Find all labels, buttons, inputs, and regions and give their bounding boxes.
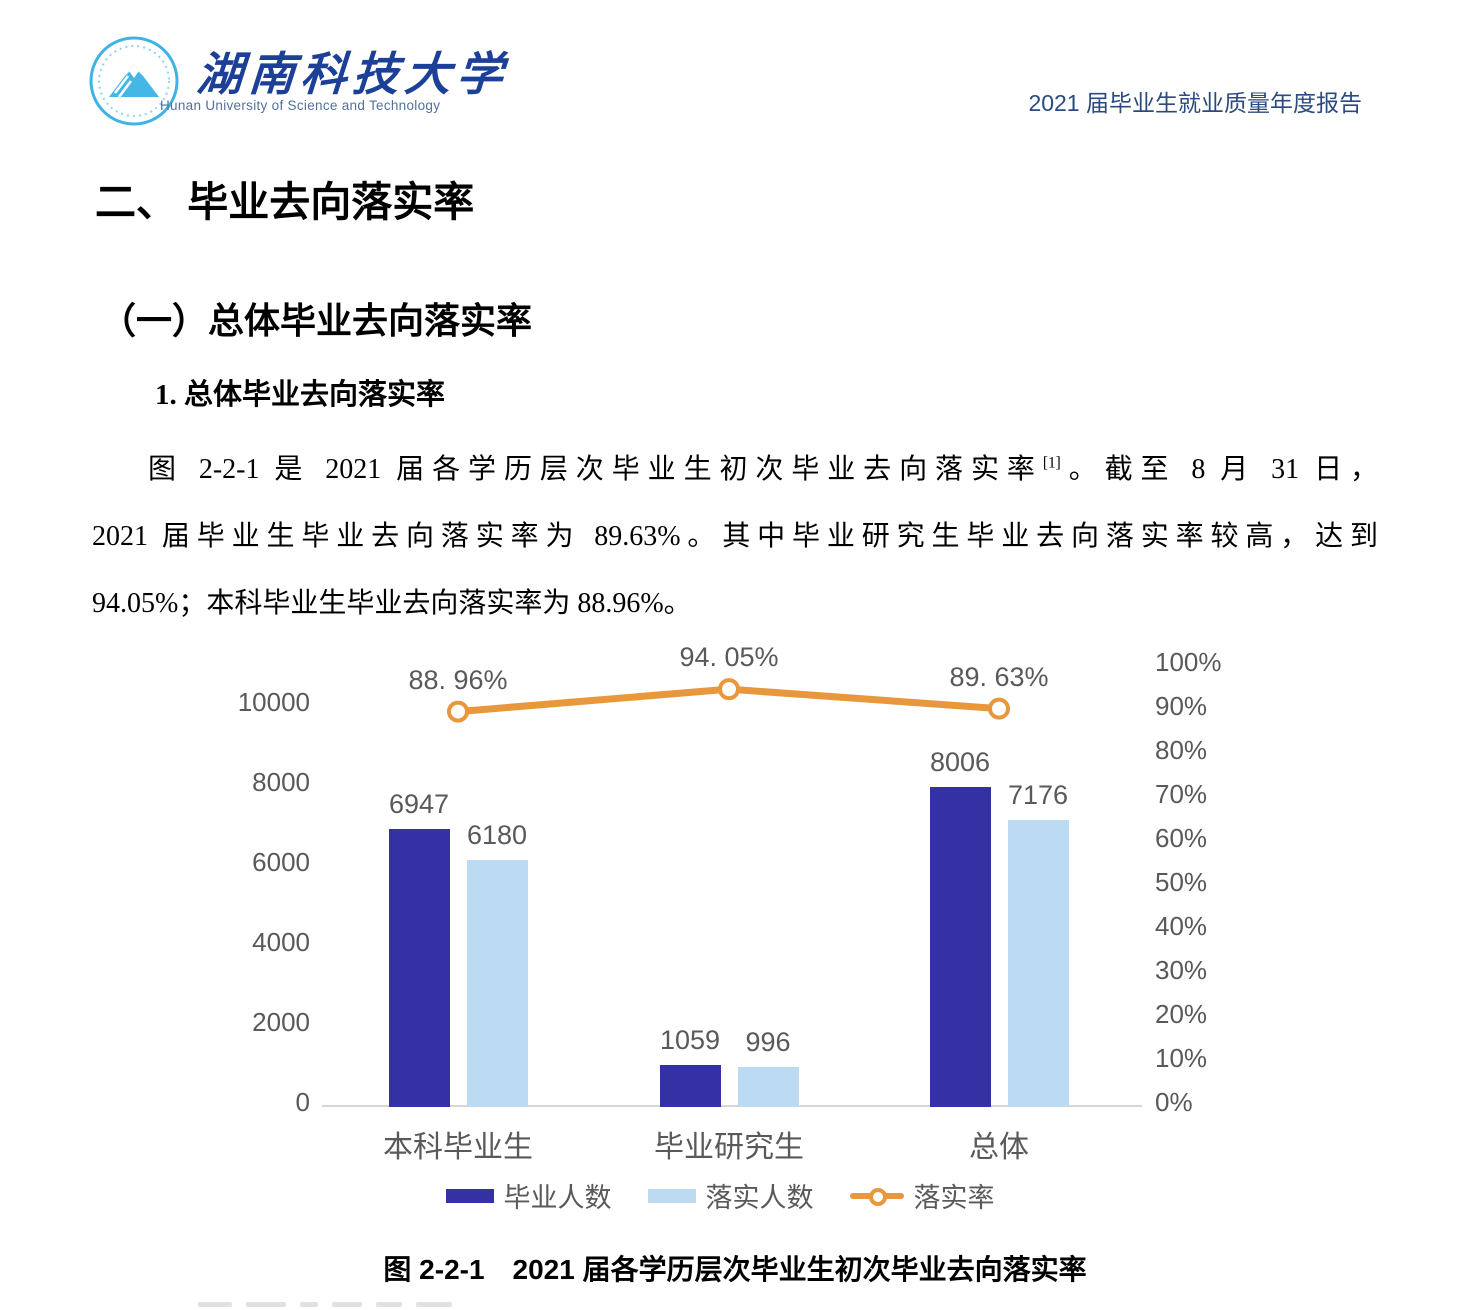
legend-swatch-icon: [445, 1188, 494, 1203]
paragraph-line: 2021 届毕业生毕业去向落实率为 89.63%。其中毕业研究生毕业去向落实率较…: [92, 521, 1378, 552]
bar-value-label: 996: [745, 1027, 791, 1058]
body-paragraph: 图 2-2-1 是 2021 届各学历层次毕业生初次毕业去向落实率[1]。截至 …: [92, 436, 1378, 637]
right-axis-tick: 80%: [1155, 735, 1208, 765]
legend-line-icon: [849, 1187, 904, 1206]
left-axis-tick: 8000: [252, 767, 310, 797]
paragraph-line: 图 2-2-1 是 2021 届各学历层次毕业生初次毕业去向落实率[1]。截至 …: [148, 454, 1378, 485]
rate-point-label: 94. 05%: [679, 642, 779, 673]
category-label: 本科毕业生: [383, 1131, 533, 1164]
footnote-cutoff: [198, 1302, 528, 1310]
legend-label: 毕业人数: [503, 1183, 612, 1213]
university-name-en: Hunan University of Science and Technolo…: [160, 98, 441, 113]
left-axis-tick: 0: [295, 1087, 310, 1117]
legend-swatch-icon: [647, 1188, 696, 1203]
legend-item: 落实人数: [647, 1176, 814, 1215]
university-emblem-icon: [89, 36, 179, 126]
bar-value-label: 6947: [388, 789, 450, 820]
subsection-heading: （一）总体毕业去向落实率: [100, 301, 533, 341]
university-name-cn: 湖南科技大学: [194, 47, 511, 101]
bar: [466, 859, 528, 1107]
right-axis-tick: 70%: [1155, 779, 1208, 809]
category-label: 总体: [969, 1131, 1029, 1164]
bar-value-label: 6180: [466, 819, 528, 850]
footnote-ref: [1]: [1042, 454, 1061, 472]
left-axis-tick: 10000: [237, 687, 310, 717]
legend-label: 落实率: [913, 1183, 995, 1213]
legend-item: 毕业人数: [445, 1176, 612, 1215]
right-axis-tick: 60%: [1155, 823, 1208, 853]
paragraph-line: 94.05%；本科毕业生毕业去向落实率为 88.96%。: [92, 588, 692, 619]
rate-point-label: 89. 63%: [949, 661, 1049, 692]
bar-value-label: 1059: [659, 1024, 721, 1055]
right-axis-tick: 30%: [1155, 955, 1208, 985]
university-logo: 湖南科技大学 Hunan University of Science and T…: [85, 30, 645, 130]
legend-label: 落实人数: [705, 1183, 814, 1213]
bar: [737, 1067, 799, 1107]
right-axis-tick: 50%: [1155, 867, 1208, 897]
left-axis-tick: 6000: [252, 847, 310, 877]
x-axis-line: [322, 1105, 1142, 1107]
bar-value-label: 8006: [929, 746, 991, 777]
right-axis-tick: 10%: [1155, 1043, 1208, 1073]
rate-point-marker: [718, 678, 740, 701]
bar: [929, 786, 991, 1107]
chart-legend: 毕业人数 落实人数 落实率: [250, 1176, 1190, 1215]
bar: [659, 1064, 721, 1107]
bar: [1007, 819, 1069, 1107]
bar-value-label: 7176: [1007, 779, 1069, 810]
right-axis-tick: 40%: [1155, 911, 1208, 941]
subsubsection-heading: 1. 总体毕业去向落实率: [155, 379, 446, 411]
rate-point-marker: [988, 697, 1010, 720]
report-title: 2021 届毕业生就业质量年度报告: [1028, 90, 1362, 116]
category-label: 毕业研究生: [654, 1131, 804, 1164]
section-heading: 二、 毕业去向落实率: [95, 179, 475, 225]
rate-point-label: 88. 96%: [408, 664, 508, 695]
left-axis-tick: 2000: [252, 1007, 310, 1037]
left-axis-tick: 4000: [252, 927, 310, 957]
rate-point-marker: [447, 700, 469, 723]
right-axis-tick: 20%: [1155, 999, 1208, 1029]
bar: [388, 829, 450, 1107]
right-axis-tick: 0%: [1155, 1087, 1193, 1117]
right-axis-tick: 90%: [1155, 691, 1208, 721]
figure-caption: 图 2-2-1 2021 届各学历层次毕业生初次毕业去向落实率: [383, 1254, 1087, 1285]
legend-item: 落实率: [849, 1176, 995, 1215]
right-axis-tick: 100%: [1155, 647, 1222, 677]
